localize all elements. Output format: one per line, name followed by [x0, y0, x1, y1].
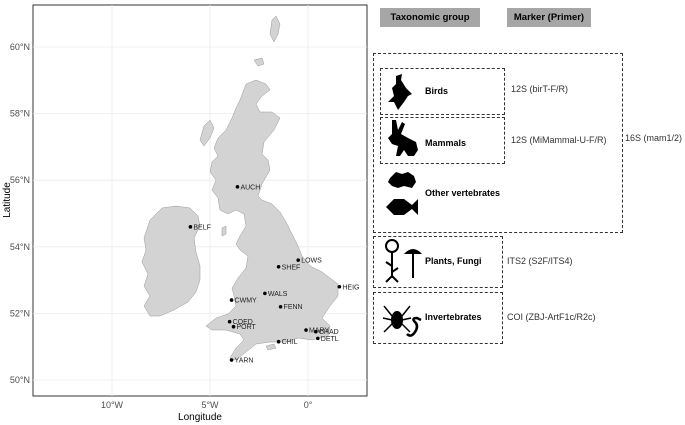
mushroom-icon — [404, 249, 422, 278]
site-label-mary: MARY — [309, 328, 329, 335]
site-label-chad: CHAD — [319, 329, 339, 336]
worm-icon — [406, 316, 422, 337]
site-label-wals: WALS — [268, 291, 288, 298]
site-label-port: PORT — [237, 324, 257, 331]
site-label-yarn: YARN — [235, 358, 254, 365]
frog-icon — [388, 172, 416, 188]
y-tick-label: 58°N — [10, 109, 30, 119]
plants-fungi-box — [373, 236, 503, 288]
landmass — [141, 15, 339, 361]
site-point-chil — [276, 339, 281, 344]
site-point-chad — [314, 329, 318, 334]
site-label-belf: BELF — [193, 224, 211, 231]
site-point-detl — [316, 336, 320, 341]
x-tick-label: 10°W — [101, 400, 124, 410]
great-britain-land — [205, 79, 339, 361]
invertebrates-label: Invertebrates — [425, 312, 482, 322]
site-label-shef: SHEF — [282, 264, 301, 271]
x-tick-label: 0° — [304, 400, 313, 410]
site-point-yarn — [229, 358, 234, 362]
site-label-fenn: FENN — [284, 304, 303, 311]
mammals-box — [380, 117, 505, 164]
site-point-heig — [337, 284, 342, 289]
vertebrates-marker: 16S (mam1/2) — [625, 133, 683, 143]
site-label-chil: CHIL — [282, 339, 298, 346]
plants-fungi-label: Plants, Fungi — [425, 256, 482, 266]
bird-icon — [388, 74, 412, 110]
orkney-islands — [253, 57, 265, 67]
x-tick-label: 5°W — [201, 400, 219, 410]
site-point-fenn — [278, 304, 283, 309]
flower-icon — [385, 239, 399, 283]
site-label-auch: AUCH — [240, 184, 260, 191]
site-point-lows — [296, 258, 301, 262]
fish-icon — [386, 199, 418, 215]
site-point-auch — [235, 185, 240, 189]
axes: 10°W 5°W 0° 50°N 52°N 54°N 56°N 58°N 60°N — [10, 42, 313, 410]
y-tick-label: 60°N — [10, 42, 30, 52]
isle-of-man — [221, 225, 227, 237]
y-tick-label: 54°N — [10, 242, 30, 252]
site-label-coed: COED — [233, 319, 253, 326]
birds-label: Birds — [425, 86, 449, 96]
shetland-islands — [269, 15, 281, 43]
vertebrates-box — [373, 53, 623, 233]
plants-fungi-marker: ITS2 (S2F/ITS4) — [507, 256, 573, 266]
y-tick-label: 50°N — [10, 375, 30, 385]
y-axis-title: Latitude — [2, 182, 13, 218]
hare-icon — [388, 120, 418, 156]
y-tick-label: 52°N — [10, 308, 30, 318]
y-tick-label: 56°N — [10, 175, 30, 185]
isle-of-wight — [265, 343, 277, 351]
header-taxonomic-group: Taxonomic group — [380, 8, 480, 27]
spider-icon — [382, 305, 412, 333]
site-point-cwmy — [229, 298, 234, 302]
graticule — [33, 5, 367, 396]
site-label-detl: DETL — [321, 336, 339, 343]
header-marker: Marker (Primer) — [507, 8, 591, 27]
invertebrates-box — [373, 292, 503, 344]
site-point-mary — [304, 328, 308, 332]
site-label-lows: LOWS — [301, 258, 322, 265]
hebrides-islands — [199, 119, 215, 147]
invertebrates-marker: COI (ZBJ-ArtF1c/R2c) — [507, 312, 596, 322]
mammals-label: Mammals — [425, 138, 467, 148]
site-label-heig: HEIG — [342, 284, 359, 291]
site-label-cwmy: CWMY — [235, 298, 257, 305]
other-vertebrates-label: Other vertebrates — [425, 188, 501, 198]
site-point-belf — [188, 225, 193, 229]
x-axis-title: Longitude — [178, 412, 222, 423]
birds-marker: 12S (birT-F/R) — [511, 84, 569, 94]
ireland-land — [141, 205, 201, 317]
site-point-wals — [263, 291, 267, 296]
site-point-coed — [227, 319, 232, 324]
birds-box — [380, 68, 505, 115]
site-point-port — [231, 324, 236, 329]
site-point-shef — [276, 264, 281, 269]
mammals-marker: 12S (MiMammal-U-F/R) — [511, 135, 607, 145]
